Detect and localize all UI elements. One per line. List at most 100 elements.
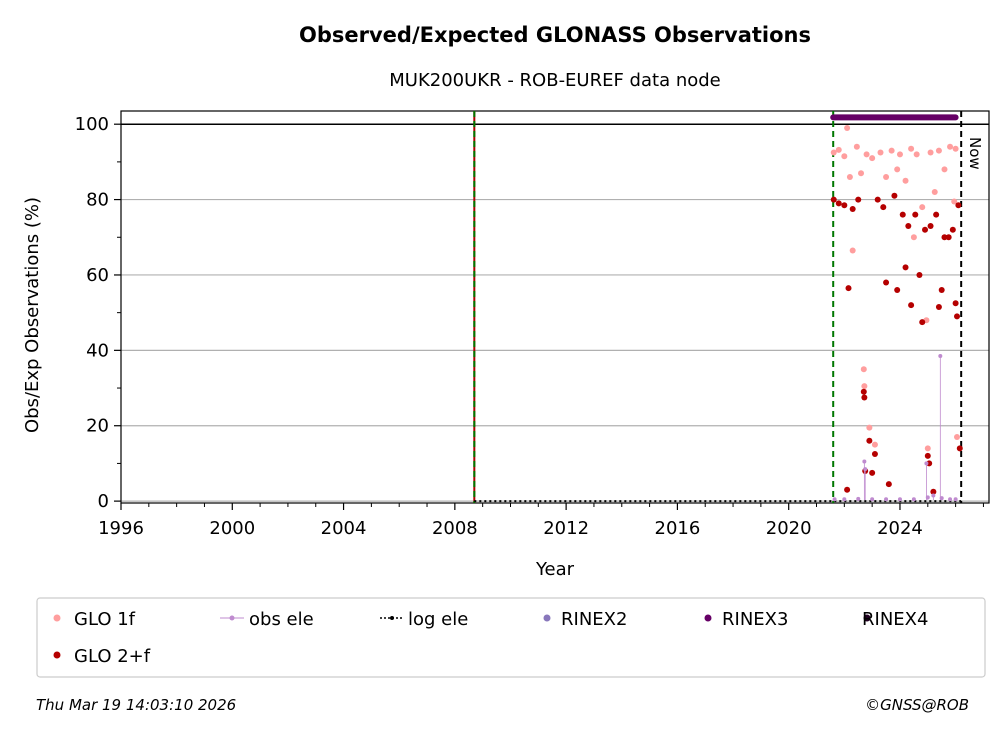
grid-lines bbox=[121, 123, 989, 502]
glo-1f-point bbox=[871, 441, 878, 448]
legend-entry-rinex4: RINEX4 bbox=[862, 609, 928, 630]
glo-2f-point bbox=[922, 226, 929, 233]
reference-lines: Now bbox=[121, 111, 989, 503]
glo-1f-point bbox=[830, 149, 837, 156]
legend-marker-rinex3 bbox=[704, 614, 712, 622]
x-tick-label: 2020 bbox=[766, 518, 812, 539]
y-tick-label: 40 bbox=[86, 340, 109, 361]
glo-1f-point bbox=[927, 149, 934, 156]
glo-2f-point bbox=[880, 204, 887, 211]
glo-2f-point bbox=[938, 287, 945, 294]
y-axis-label: Obs/Exp Observations (%) bbox=[22, 197, 43, 433]
obs-ele-point bbox=[897, 497, 902, 502]
glo-1f-point bbox=[924, 445, 931, 452]
legend-entry-glo-2f: GLO 2+f bbox=[53, 646, 151, 667]
glo-2f-point bbox=[935, 304, 942, 310]
obs-ele-point bbox=[931, 493, 936, 498]
glo-1f-point bbox=[947, 143, 954, 150]
glo-2f-point bbox=[924, 452, 931, 459]
legend-marker-rinex4 bbox=[863, 614, 871, 622]
glo-2f-point bbox=[955, 202, 962, 209]
glo-2f-point bbox=[861, 394, 868, 401]
chart-subtitle: MUK200UKR - ROB-EUREF data node bbox=[389, 70, 721, 91]
legend-marker-rinex2 bbox=[543, 614, 551, 622]
legend-label-log-ele: log ele bbox=[408, 609, 468, 630]
glo-2f-point bbox=[933, 211, 940, 218]
glo-2f-point bbox=[954, 313, 961, 320]
glo-1f-point bbox=[913, 151, 920, 158]
glo-2f-point bbox=[855, 196, 862, 203]
glo-1f-point bbox=[841, 153, 848, 160]
glo-1f-point bbox=[941, 166, 948, 173]
glo-2f-point bbox=[871, 451, 878, 457]
glo-2f-point bbox=[866, 437, 873, 444]
obs-ele-point bbox=[924, 461, 929, 466]
glo-1f-point bbox=[902, 177, 909, 184]
x-tick-label: 2000 bbox=[209, 518, 255, 539]
legend-label-rinex2: RINEX2 bbox=[561, 609, 627, 630]
glo-1f-point bbox=[910, 234, 917, 241]
legend-frame bbox=[36, 597, 986, 678]
glo-1f-point bbox=[853, 143, 860, 150]
legend-label-glo-2f: GLO 2+f bbox=[74, 646, 151, 667]
glo-1f-point bbox=[935, 147, 942, 154]
glo-2f-point bbox=[902, 264, 909, 271]
glo-2f-point bbox=[891, 192, 898, 199]
glo-1f-point bbox=[844, 124, 851, 131]
glo-1f-point bbox=[883, 173, 890, 180]
glo-2f-point bbox=[941, 234, 948, 241]
legend-label-glo-1f: GLO 1f bbox=[74, 609, 136, 630]
glo-2f-point bbox=[949, 226, 956, 233]
obs-ele-point bbox=[862, 459, 867, 464]
x-tick-label: 2016 bbox=[655, 518, 701, 539]
glo-1f-point bbox=[951, 198, 958, 205]
glo-2f-point bbox=[919, 319, 926, 326]
glo-2f-point bbox=[927, 222, 934, 229]
glo-2f-point bbox=[899, 211, 906, 218]
glo-1f-point bbox=[888, 147, 895, 154]
glo-2f-point bbox=[956, 445, 963, 452]
glo-1f-point bbox=[954, 434, 961, 441]
now-label: Now bbox=[966, 137, 984, 170]
y-tick-label: 0 bbox=[98, 491, 109, 512]
glo-1f-point bbox=[931, 189, 938, 196]
glo-2f-point bbox=[952, 300, 959, 307]
glo-1f-point bbox=[863, 151, 870, 158]
plot-area bbox=[120, 110, 990, 504]
legend-entry-rinex3: RINEX3 bbox=[704, 609, 788, 630]
obs-ele-point bbox=[856, 496, 861, 501]
obs-ele-point bbox=[939, 496, 944, 501]
obs-ele-point bbox=[870, 497, 875, 502]
glo-2f-point bbox=[845, 285, 852, 292]
legend-marker-glo-2f bbox=[53, 651, 61, 659]
glo-1f-point bbox=[919, 204, 926, 211]
glo-2f-point bbox=[908, 302, 915, 309]
glo-2f-point bbox=[916, 271, 923, 278]
x-axis: 1996 2000 2004 2008 2012 2016 2020 2024 bbox=[98, 503, 984, 539]
glo-2f-point bbox=[830, 196, 837, 203]
x-tick-label: 2008 bbox=[432, 518, 478, 539]
legend-entry-log-ele: log ele bbox=[380, 609, 468, 630]
glo-2f-point bbox=[945, 234, 952, 241]
obs-ele-point bbox=[832, 497, 837, 502]
footer-timestamp: Thu Mar 19 14:03:10 2026 bbox=[36, 696, 236, 714]
glo-1f-point bbox=[849, 247, 856, 254]
obs-ele-point bbox=[863, 467, 868, 472]
glo-2f-point bbox=[835, 200, 842, 207]
y-tick-label: 60 bbox=[86, 265, 109, 286]
legend: GLO 1f obs ele log ele RINEX2 RINEX3 RIN… bbox=[36, 597, 986, 678]
glo-1f-point bbox=[866, 424, 873, 431]
glo-1f-point bbox=[908, 145, 915, 152]
footer-copyright: ©GNSS@ROB bbox=[865, 696, 969, 714]
y-tick-label: 100 bbox=[75, 114, 109, 135]
obs-ele-point bbox=[911, 497, 916, 502]
glo-1f-point bbox=[896, 151, 903, 158]
y-tick-label: 20 bbox=[86, 416, 109, 437]
chart-title: Observed/Expected GLONASS Observations bbox=[299, 23, 811, 47]
glo-2f-point bbox=[883, 279, 890, 286]
glo-1f-point bbox=[894, 166, 901, 173]
glo-2f-point bbox=[894, 287, 901, 294]
glo-2f-point bbox=[912, 211, 919, 218]
glo-1f-point bbox=[952, 145, 959, 152]
legend-entry-obs-ele: obs ele bbox=[220, 609, 314, 630]
